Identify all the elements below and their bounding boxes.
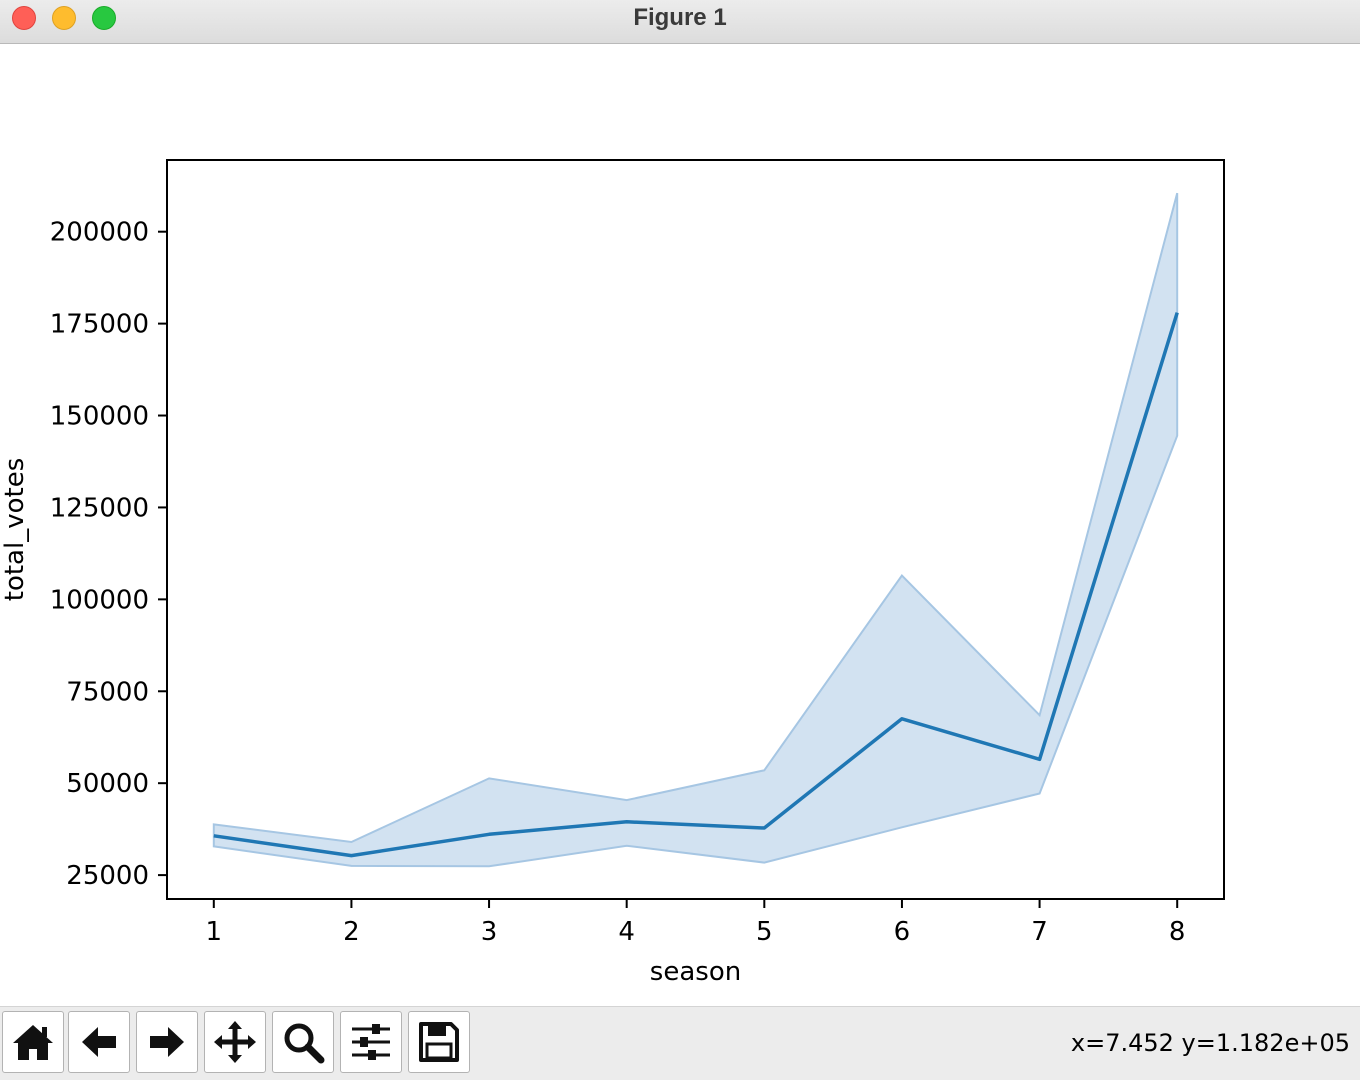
zoom-button[interactable] <box>272 1011 334 1073</box>
forward-button[interactable] <box>136 1011 198 1073</box>
x-axis-label: season <box>650 957 741 987</box>
y-tick-label: 175000 <box>50 310 149 340</box>
home-icon <box>13 1025 53 1060</box>
back-button[interactable] <box>68 1011 130 1073</box>
x-tick-label: 7 <box>1031 917 1048 947</box>
x-tick-label: 1 <box>206 917 223 947</box>
x-tick-label: 2 <box>343 917 360 947</box>
plot-canvas[interactable]: 1 2 3 4 5 6 7 8 25000 50000 75000 100000 125000 15000… <box>0 45 1360 1005</box>
y-tick-label: 25000 <box>66 861 149 891</box>
close-window-button[interactable] <box>12 6 36 30</box>
x-tick-label: 8 <box>1169 917 1186 947</box>
x-tick-label: 4 <box>618 917 635 947</box>
move-icon <box>214 1021 256 1063</box>
title-bar: Figure 1 <box>0 0 1360 44</box>
sliders-icon <box>352 1024 390 1060</box>
window-title: Figure 1 <box>633 4 727 31</box>
home-button[interactable] <box>2 1011 64 1073</box>
axes-frame <box>166 159 1225 900</box>
y-axis-label: total_votes <box>0 458 30 601</box>
y-tick-label: 150000 <box>50 402 149 432</box>
confidence-band <box>212 192 1179 868</box>
configure-subplots-button[interactable] <box>340 1011 402 1073</box>
x-tick-label: 6 <box>894 917 911 947</box>
navigation-toolbar: x=7.452 y=1.182e+05 <box>0 1006 1360 1080</box>
x-tick-label: 5 <box>756 917 773 947</box>
zoom-window-button[interactable] <box>92 6 116 30</box>
y-tick-label: 200000 <box>50 218 149 248</box>
cursor-coordinates: x=7.452 y=1.182e+05 <box>1070 1029 1350 1057</box>
save-button[interactable] <box>408 1011 470 1073</box>
y-tick-label: 50000 <box>66 769 149 799</box>
series-line <box>213 312 1179 858</box>
floppy-disk-icon <box>419 1022 459 1062</box>
y-tick-label: 125000 <box>50 493 149 523</box>
arrow-right-icon <box>150 1027 184 1057</box>
y-tick-label: 75000 <box>66 677 149 707</box>
arrow-left-icon <box>82 1027 116 1057</box>
x-tick-label: 3 <box>481 917 498 947</box>
pan-button[interactable] <box>204 1011 266 1073</box>
minimize-window-button[interactable] <box>52 6 76 30</box>
y-tick-label: 100000 <box>50 585 149 615</box>
magnifier-icon <box>284 1023 325 1064</box>
